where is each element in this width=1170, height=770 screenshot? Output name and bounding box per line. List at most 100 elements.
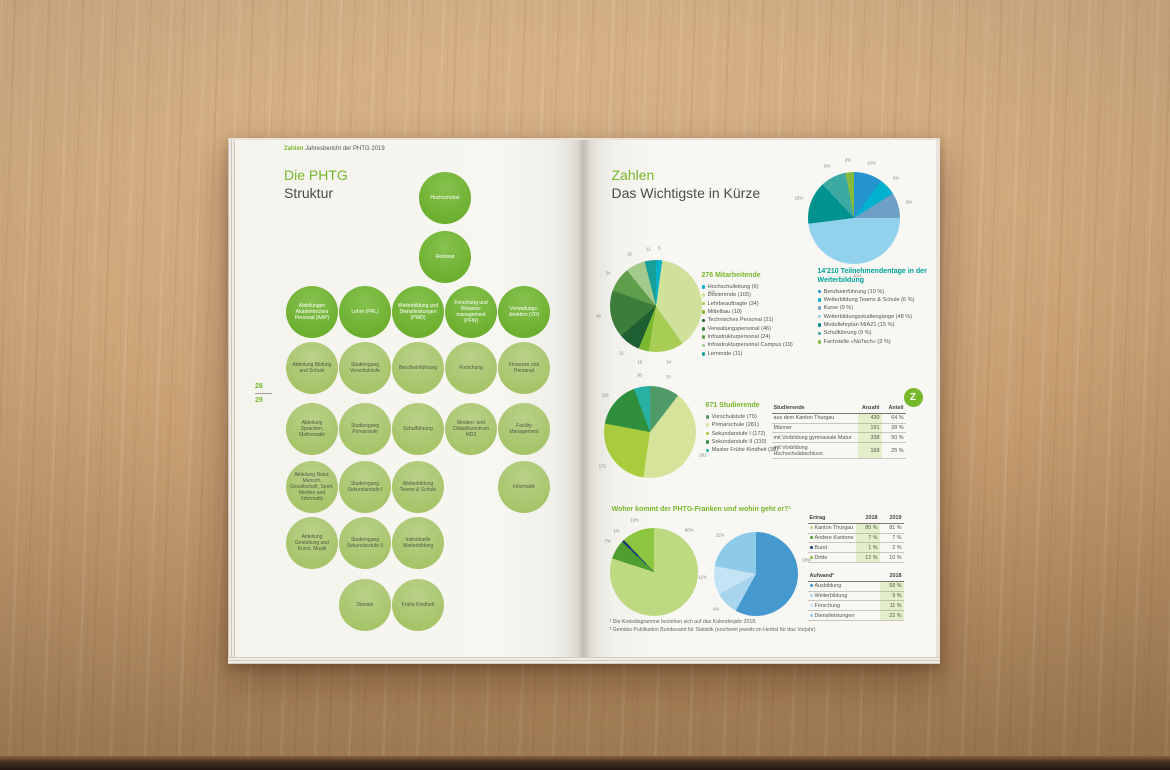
table-cell: Dritte	[807, 552, 856, 563]
table-cell: 58 %	[879, 581, 904, 592]
table-cell: 7 %	[855, 533, 880, 544]
table-cell: 1 %	[855, 542, 880, 554]
table-row: Kanton Thurgau 80 % 81 %	[807, 523, 904, 534]
pie-slice-label: 3%	[844, 157, 852, 163]
legend-dot	[705, 448, 710, 453]
section-tab-z: Z	[903, 388, 923, 407]
legend-dot	[817, 289, 822, 294]
legend-label: Infrastrukturpersonal (24)	[707, 334, 771, 341]
pie-graphic	[713, 532, 798, 616]
org-circle: Dienste	[339, 579, 391, 631]
table-cell: Andere Kantone	[807, 533, 856, 544]
legend-dot	[701, 284, 706, 289]
org-circle-label: Studiengang Sekundarstufe I	[347, 481, 383, 493]
pie-slice-label: 70	[665, 374, 671, 380]
legend-dot	[701, 318, 706, 323]
org-circle: Weiterbildung Teams & Schule	[392, 461, 444, 513]
legend-item: Technisches Personal (21)	[701, 317, 826, 323]
pie-slice-label: 105	[708, 289, 716, 295]
data-table: Aufwand² 2018 Ausbildung 58 % Weiterbildung 9…	[807, 572, 904, 621]
table-cell: 2 %	[879, 542, 904, 554]
table-cell: 12 %	[855, 552, 880, 563]
pie-slice-label: 46	[596, 313, 601, 319]
pie-graphic	[807, 172, 900, 264]
table-header-cell: Anteil	[881, 404, 906, 414]
legend-item: Dozierende (105)	[701, 292, 826, 298]
table-cell: Ausbildung	[807, 581, 880, 592]
legend-item: Berufseinführung (10 %)	[817, 289, 930, 295]
pie-slice-label: 11%	[698, 574, 707, 580]
legend-label: Schulführung (9 %)	[823, 330, 872, 337]
org-circle-label: Hochschulrat	[430, 195, 460, 201]
pie-slice-label: 281	[699, 452, 707, 458]
table-cell: mit Vorbildung Hochschulabschluss	[771, 442, 858, 459]
org-circle-label: Dienste	[356, 602, 374, 608]
table-cell: mit Vorbildung gymnasiale Matur	[771, 432, 858, 444]
legend-dot	[701, 352, 706, 356]
org-circle-label: Forschung und Wissens-management (PFW)	[454, 300, 488, 324]
pie-slice-label: 9%	[713, 606, 720, 612]
open-book: Zahlen Jahresbericht der PHTG 2019 Die P…	[228, 138, 940, 664]
row-bullet	[809, 545, 813, 549]
org-circle-label: Abteilung Gestaltung und Kunst, Musik	[295, 534, 329, 552]
org-circle: Studiengang Vorschulstufe	[339, 342, 391, 394]
left-title-line1: Die PHTG	[284, 167, 348, 183]
table-row: aus dem Kanton Thurgau 430 64 %	[771, 413, 906, 424]
left-page: Zahlen Jahresbericht der PHTG 2019 Die P…	[235, 140, 586, 657]
org-circle: Verwaltungs-direktion (VD)	[498, 286, 550, 338]
ertrag-pie-chart: 80% 7% 1% 12%	[604, 517, 698, 616]
org-circle: Finanzen und Personal	[498, 342, 550, 394]
pie-slice-label: 10	[637, 359, 643, 365]
pie-slice-label: 21	[619, 350, 624, 356]
legend-label: Sekundarstufe I (172)	[711, 430, 766, 437]
right-title-line2: Das Wichtigste in Kürze	[611, 185, 761, 201]
table-cell: 80 %	[855, 523, 880, 534]
row-bullet	[809, 536, 813, 540]
pie-slice-label: 58%	[802, 557, 811, 563]
org-circle-label: Studiengang Primarstufe	[350, 423, 380, 435]
legend-dot	[817, 331, 822, 336]
legend-label: Weiterbildung Teams & Schule (6 %)	[823, 296, 915, 303]
table-cell: 169	[857, 442, 882, 459]
legend-item: Fachstelle «NaTech» (3 %)	[817, 339, 930, 345]
legend-dot	[817, 314, 822, 319]
page-number-29: 29	[255, 397, 263, 404]
row-bullet	[809, 584, 813, 588]
table-cell: 64 %	[881, 413, 906, 424]
row-bullet	[809, 555, 813, 559]
legend-label: Master Frühe Kindheit (38)	[711, 447, 779, 454]
legend-dot	[705, 414, 710, 419]
org-circle-label: Weiterbildung und Dienstleistungen (PWD)	[397, 303, 439, 321]
legend-dot	[817, 340, 822, 344]
legend-item: Primarschule (281)	[705, 422, 810, 428]
legend-item: Weiterbildung Teams & Schule (6 %)	[817, 296, 930, 303]
pie-slice-label: 9%	[824, 163, 831, 169]
table-header-cell: 2018	[879, 572, 904, 582]
legend-item: Schulführung (9 %)	[817, 330, 930, 337]
org-circle-label: Abteilung Natur, Mensch, Gesellschaft, S…	[290, 472, 334, 502]
org-circle: Schulführung	[392, 403, 444, 455]
table-row: mit Vorbildung Hochschulabschluss 169 25 %	[771, 442, 906, 459]
table-row: Forschung 11 %	[807, 600, 904, 612]
pie-slice-label: 12%	[630, 517, 639, 523]
legend-dot	[817, 298, 822, 302]
legend-item: Vorschulstufe (70)	[705, 414, 810, 420]
pie-graphic	[609, 528, 698, 616]
org-circle-label: Studiengang Sekundarstufe II	[346, 537, 384, 549]
org-circle: Studiengang Sekundarstufe II	[339, 517, 391, 569]
legend-label: Lernende (11)	[707, 350, 743, 357]
page-number-28: 28	[255, 383, 263, 390]
aufwand-pie-chart: 58% 9% 11% 22%	[699, 532, 811, 616]
org-circle-label: Lehre (PRL)	[351, 309, 379, 315]
table-row: Ausbildung 58 %	[807, 581, 904, 592]
org-circle: Forschung und Wissens-management (PFW)	[445, 286, 497, 338]
org-circle: Abteilung Natur, Mensch, Gesellschaft, S…	[286, 461, 338, 513]
mitarbeitende-pie-chart: 6 105 34 10 21 46 24 19 11	[596, 246, 715, 365]
pie-slice-label: 48%	[852, 273, 862, 279]
legend-dot	[701, 293, 706, 297]
legend-label: Weiterbildungsstudiengänge (48 %)	[823, 313, 913, 320]
pie-slice-label: 6	[658, 245, 661, 251]
table-cell: aus dem Kanton Thurgau	[771, 413, 858, 424]
data-table: Ertrag 2018 2019 Kanton Thurgau 80 % 81 % Ande…	[807, 514, 904, 563]
legend-item: Weiterbildungsstudiengänge (48 %)	[817, 313, 930, 320]
